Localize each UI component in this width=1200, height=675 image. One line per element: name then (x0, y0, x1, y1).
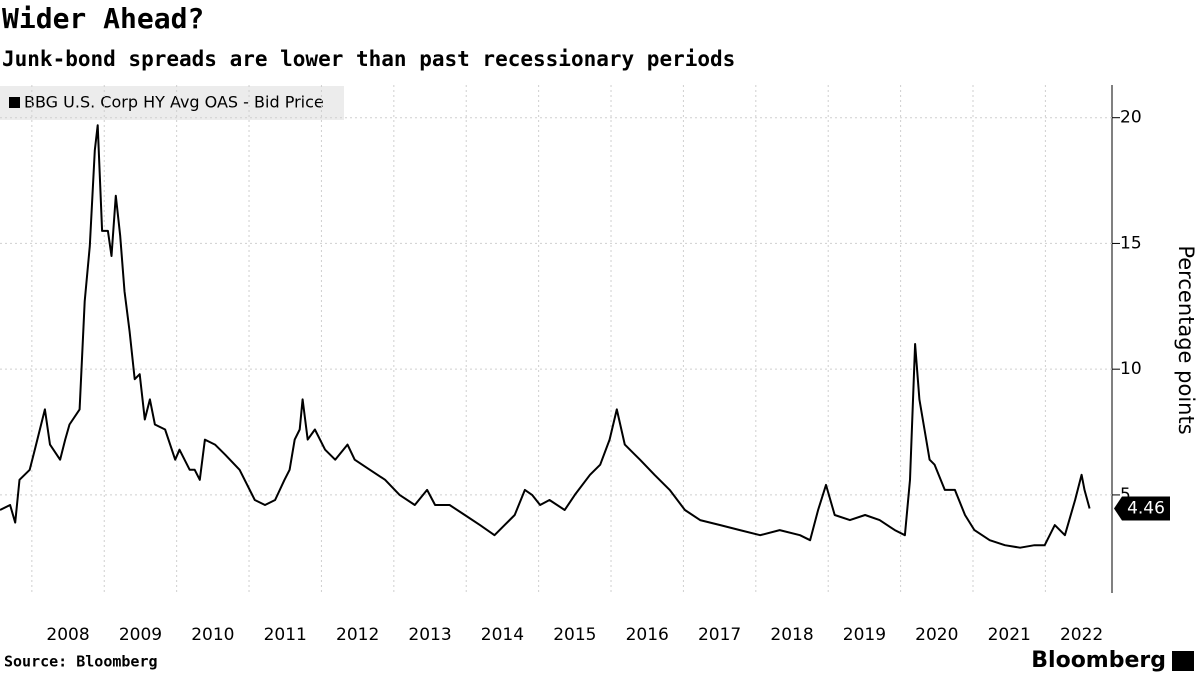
x-tick-label: 2019 (843, 625, 886, 645)
y-tick-label: 15 (1120, 233, 1142, 253)
source: Source: Bloomberg (4, 653, 158, 671)
brand: Bloomberg (1031, 648, 1166, 673)
brand-icon (1172, 651, 1194, 671)
y-tick-label: 10 (1120, 359, 1142, 379)
x-tick-label: 2014 (481, 625, 524, 645)
chart-subtitle: Junk-bond spreads are lower than past re… (2, 47, 735, 71)
x-tick-label: 2015 (553, 625, 596, 645)
data-line (0, 124, 1091, 549)
x-tick-label: 2022 (1060, 625, 1103, 645)
chart-title: Wider Ahead? (2, 2, 204, 35)
x-tick-label: 2009 (119, 625, 162, 645)
x-tick-label: 2011 (264, 625, 307, 645)
last-value-label: 4.46 (1127, 499, 1165, 519)
x-tick-label: 2020 (915, 625, 958, 645)
y-axis-label: Percentage points (1174, 245, 1198, 434)
x-tick-label: 2016 (626, 625, 669, 645)
legend-label: BBG U.S. Corp HY Avg OAS - Bid Price (24, 93, 324, 112)
x-tick-label: 2008 (46, 625, 89, 645)
x-tick-label: 2021 (988, 625, 1031, 645)
x-tick-label: 2013 (408, 625, 451, 645)
x-tick-label: 2017 (698, 625, 741, 645)
x-tick-label: 2012 (336, 625, 379, 645)
legend-swatch (9, 97, 20, 108)
x-tick-label: 2018 (770, 625, 813, 645)
x-tick-label: 2010 (191, 625, 234, 645)
y-tick-label: 5 (1120, 485, 1131, 505)
y-tick-label: 20 (1120, 108, 1142, 128)
last-value-box (1114, 496, 1170, 521)
legend-box (0, 86, 344, 120)
